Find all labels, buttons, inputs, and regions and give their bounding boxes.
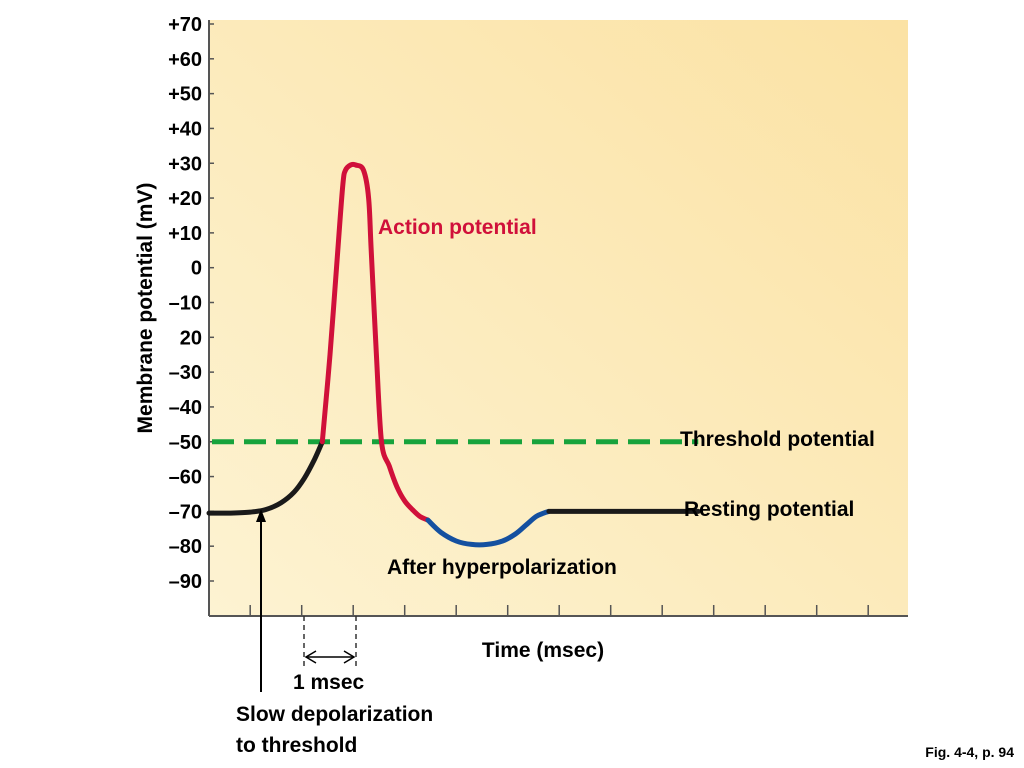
y-tick-label: –70	[169, 501, 202, 523]
y-axis-tick-labels: +70 +60 +50 +40 +30 +20 +10 0 –10 20 –30 –40 –50 –60 –…	[168, 14, 202, 593]
figure-caption: Fig. 4-4, p. 94	[925, 744, 1014, 760]
y-tick-label: –50	[169, 432, 202, 454]
plot-background	[209, 20, 908, 616]
slow-depolarization-label-line2: to threshold	[236, 734, 357, 757]
slow-depolarization-pointer	[256, 509, 266, 692]
y-tick-label: –30	[169, 362, 202, 384]
y-tick-label: +10	[168, 223, 202, 245]
threshold-potential-label: Threshold potential	[680, 428, 875, 451]
y-tick-label: –40	[169, 397, 202, 419]
y-tick-label: +60	[168, 49, 202, 71]
y-tick-label: +70	[168, 14, 202, 36]
membrane-potential-curve	[206, 161, 701, 548]
y-tick-label: –10	[169, 293, 202, 315]
scale-arrowhead-left	[304, 650, 317, 664]
one-msec-label: 1 msec	[293, 671, 365, 694]
slow-depolarization-segment	[206, 439, 325, 516]
action-potential-segment	[319, 161, 431, 523]
y-axis-title: Membrane potential (mV)	[134, 183, 157, 434]
y-tick-label: 20	[180, 327, 202, 349]
y-tick-label: +50	[168, 84, 202, 106]
one-msec-scale: 1 msec	[293, 616, 365, 694]
y-tick-label: –80	[169, 536, 202, 558]
scale-arrowhead-right	[343, 650, 356, 664]
y-tick-label: +20	[168, 188, 202, 210]
y-tick-label: 0	[191, 258, 202, 280]
x-axis-ticks	[249, 605, 869, 616]
slow-depolarization-label-line1: Slow depolarization	[236, 703, 433, 726]
pointer-arrowhead	[256, 509, 266, 522]
resting-potential-label: Resting potential	[684, 498, 854, 521]
action-potential-label: Action potential	[378, 216, 537, 239]
y-tick-label: –60	[169, 467, 202, 489]
after-hyperpolarization-label: After hyperpolarization	[387, 556, 617, 579]
after-hyperpolarization-segment	[425, 508, 552, 548]
x-axis-title: Time (msec)	[482, 639, 604, 662]
y-tick-label: –90	[169, 571, 202, 593]
y-tick-label: +30	[168, 153, 202, 175]
y-tick-label: +40	[168, 118, 202, 140]
